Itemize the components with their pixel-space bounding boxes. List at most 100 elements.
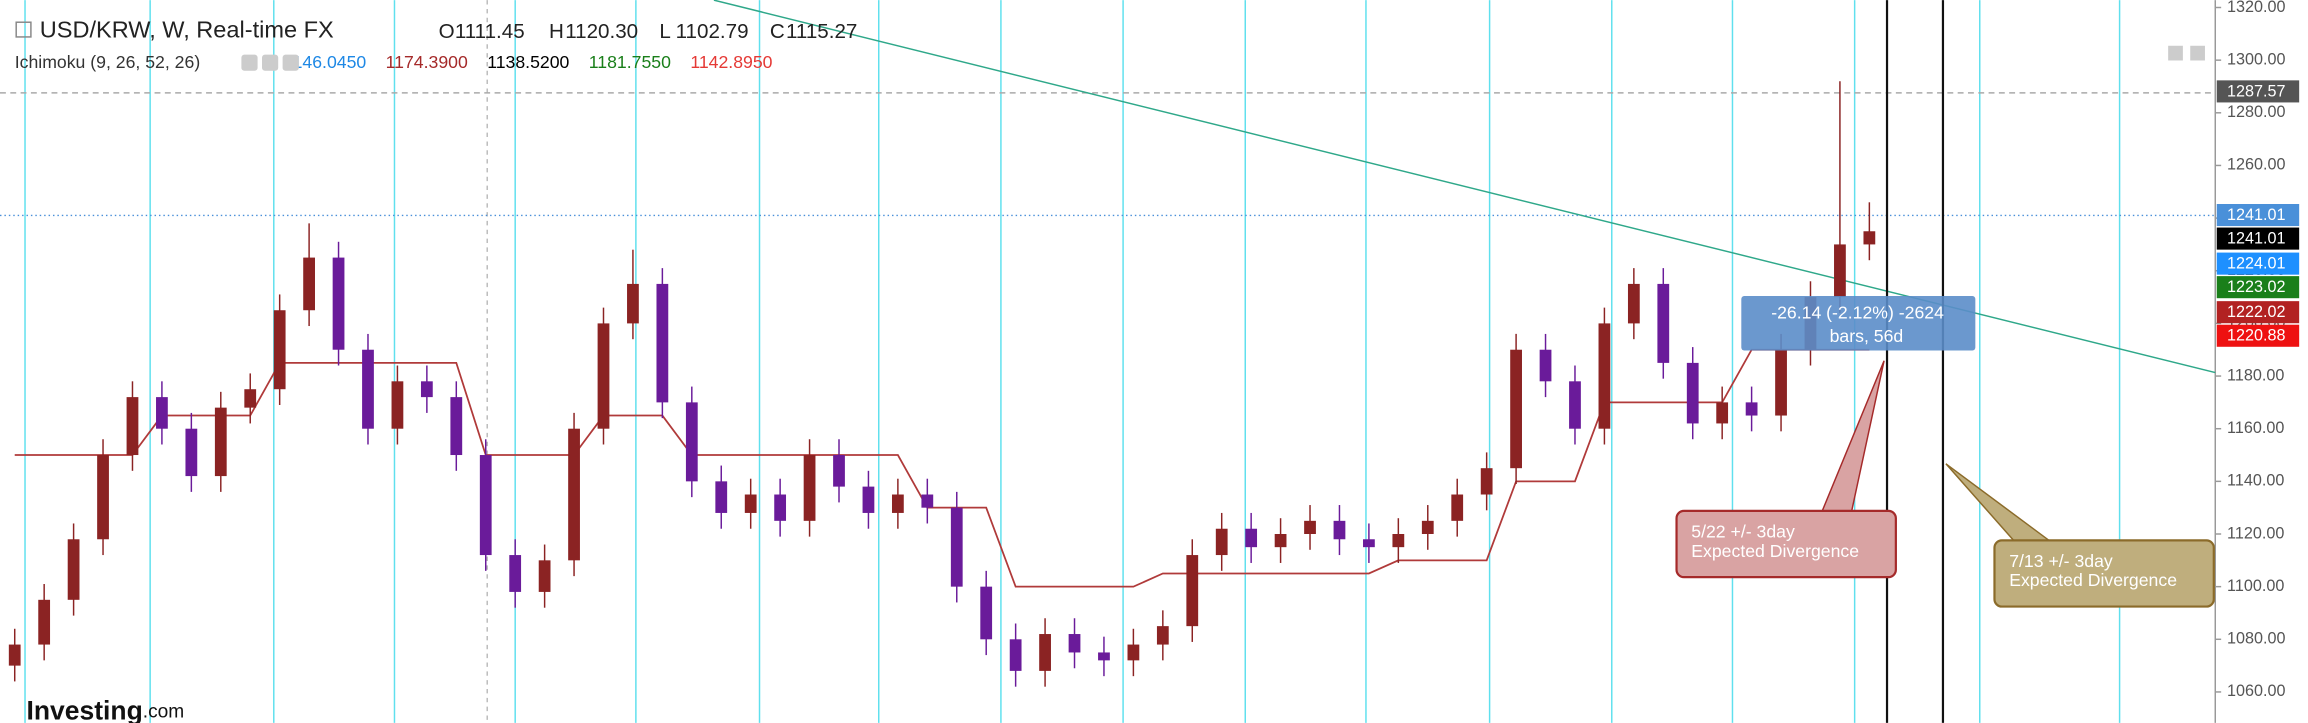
logo-main: Investing xyxy=(26,696,142,723)
candle-body xyxy=(156,397,168,429)
price-tag xyxy=(2216,324,2300,347)
candle-body xyxy=(1127,644,1140,661)
candle-body xyxy=(1834,244,1846,298)
y-tick-label: 1180.00 xyxy=(2227,366,2284,384)
candle-body xyxy=(656,283,669,403)
candle-body xyxy=(1333,520,1346,540)
y-tick-label: 1060.00 xyxy=(2227,682,2286,700)
settings-icon xyxy=(2190,45,2205,61)
candle-body xyxy=(185,428,198,477)
ichimoku-line xyxy=(14,348,1870,588)
indicator-icon xyxy=(241,54,258,71)
price-tag-label: 1224.01 xyxy=(2227,255,2286,273)
candle-body xyxy=(744,494,757,513)
price-tag-label: 1287.57 xyxy=(2227,82,2286,100)
candle-body xyxy=(1745,402,1758,416)
candle-body xyxy=(1510,349,1522,469)
indicator-value: 1142.8950 xyxy=(690,52,772,72)
candle-body xyxy=(1421,520,1434,534)
candle-body xyxy=(479,455,492,556)
indicator-value: 1174.3900 xyxy=(386,52,468,72)
candle-body xyxy=(1657,283,1670,363)
candle-body xyxy=(538,560,551,592)
candle-body xyxy=(1539,349,1552,382)
candle-body xyxy=(891,494,904,513)
candle-body xyxy=(774,494,787,521)
price-tag-label: 1241.01 xyxy=(2227,230,2286,248)
y-tick-label: 1260.00 xyxy=(2227,156,2286,174)
candle-body xyxy=(332,257,345,350)
candle-body xyxy=(685,402,698,482)
candle-body xyxy=(391,381,404,429)
ohlc-value: 1115.27 xyxy=(786,20,857,43)
candle-body xyxy=(1716,402,1729,424)
measure-box xyxy=(1741,295,1976,351)
candle-body xyxy=(1363,539,1375,548)
candle-body xyxy=(214,407,227,477)
ohlc-value: 1102.79 xyxy=(676,20,749,43)
candle-body xyxy=(1480,468,1493,495)
candle-body xyxy=(627,283,639,324)
price-tag xyxy=(2216,227,2300,250)
candle-body xyxy=(1304,520,1316,534)
measure-text: -26.14 (-2.12%) -2624 xyxy=(1771,302,1944,322)
candle-body xyxy=(568,428,580,561)
callout-text: 5/22 +/- 3day xyxy=(1691,522,1795,542)
indicator-value: 1146.0450 xyxy=(284,52,366,72)
candle-body xyxy=(1274,533,1287,548)
y-tick-label: 1080.00 xyxy=(2227,630,2286,648)
candle-body xyxy=(38,599,51,645)
candle-body xyxy=(597,323,610,429)
candle-body xyxy=(1451,494,1464,521)
price-tag xyxy=(2216,252,2300,275)
candle-body xyxy=(803,455,816,521)
logo-suffix: .com xyxy=(143,702,184,723)
candle-body xyxy=(303,257,315,311)
candle-body xyxy=(1686,362,1699,424)
candle-body xyxy=(244,389,257,408)
chart-title: USD/KRW, W, Real-time FX xyxy=(40,16,334,42)
candle-body xyxy=(1068,634,1081,653)
indicator-name: Ichimoku (9, 26, 52, 26) xyxy=(15,52,201,72)
candle-body xyxy=(420,381,433,398)
candle-body xyxy=(1863,231,1876,245)
candle-body xyxy=(950,507,963,587)
candle-body xyxy=(1009,639,1022,671)
candle-body xyxy=(450,397,463,456)
candle-body xyxy=(862,486,875,513)
y-tick-label: 1320.00 xyxy=(2227,0,2286,16)
candle-body xyxy=(1245,528,1258,548)
candle-body xyxy=(273,310,286,390)
ohlc-key: H xyxy=(549,20,564,43)
price-tag xyxy=(2216,301,2300,324)
candle-body xyxy=(1156,626,1169,645)
price-tag-label: 1220.88 xyxy=(2227,327,2286,345)
price-tag-label: 1223.02 xyxy=(2227,278,2286,296)
candle-body xyxy=(921,494,934,508)
ohlc-key: O xyxy=(439,20,455,43)
y-tick-label: 1140.00 xyxy=(2227,472,2284,490)
price-tag xyxy=(2216,204,2300,227)
candle-body xyxy=(67,539,80,600)
callout-box xyxy=(1675,509,1897,579)
candle-body xyxy=(509,555,522,592)
candle-body xyxy=(833,455,845,487)
candle-body xyxy=(1392,533,1405,548)
settings-icon xyxy=(2168,45,2183,61)
collapse-icon xyxy=(15,21,32,38)
candle-body xyxy=(1215,528,1228,556)
indicator-value: 1181.7550 xyxy=(589,52,671,72)
indicator-value: 1138.5200 xyxy=(487,52,569,72)
indicator-icon xyxy=(262,54,279,71)
candle-body xyxy=(8,644,21,666)
candle-body xyxy=(980,586,993,640)
price-tag-label: 1222.02 xyxy=(2227,303,2286,321)
y-tick-label: 1160.00 xyxy=(2227,419,2284,437)
ohlc-value: 1120.30 xyxy=(565,20,638,43)
ohlc-value: 1111.45 xyxy=(455,20,525,43)
ohlc-key: L xyxy=(659,20,670,43)
logo: Investing.com xyxy=(26,696,184,723)
